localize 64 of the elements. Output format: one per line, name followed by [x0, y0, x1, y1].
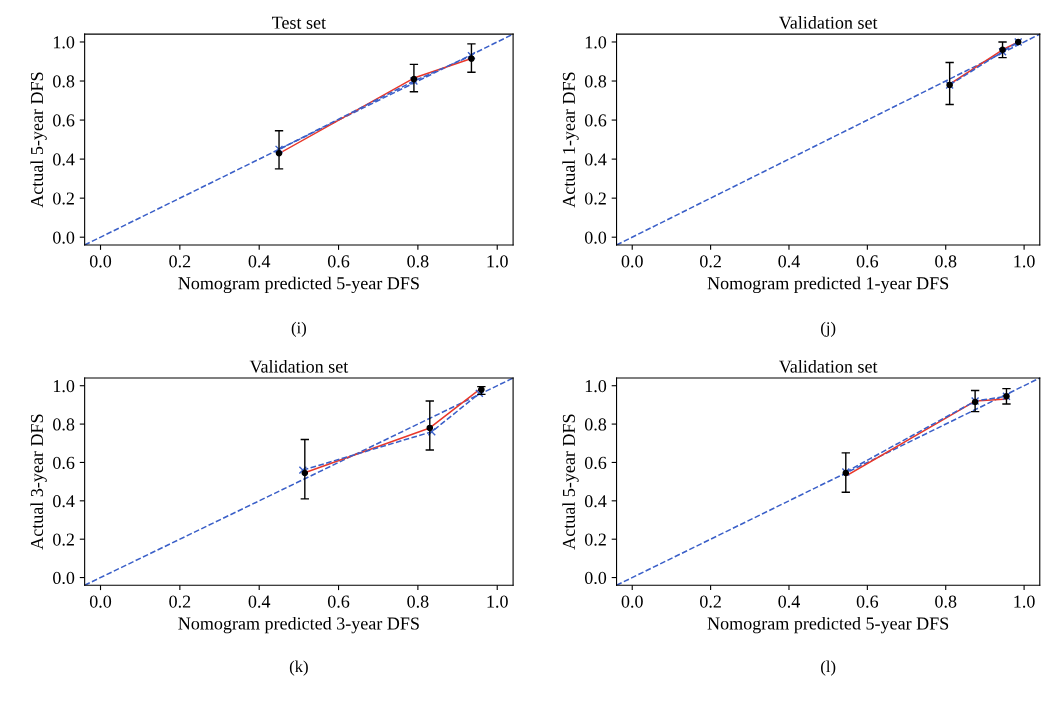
x-tick-label: 0.8: [935, 255, 957, 268]
x-tick-label: 0.0: [621, 255, 643, 268]
y-axis-title: Actual 5-year DFS: [30, 72, 47, 208]
x-tick-label: 0.4: [248, 595, 271, 608]
y-tick-label: 0.8: [53, 418, 75, 431]
y-tick-label: 0.8: [53, 75, 75, 88]
chart-title: Validation set: [249, 359, 349, 373]
text: (k): [289, 660, 308, 676]
x-tick-label: 1.0: [487, 595, 508, 608]
y-tick-label: 0.4: [584, 495, 607, 508]
y-tick-label: 0.8: [584, 418, 607, 431]
text: (j): [821, 321, 836, 337]
x-tick-label: 0.8: [407, 595, 429, 608]
text: (l): [821, 660, 836, 676]
y-axis-title: Actual 3-year DFS: [30, 414, 47, 550]
text: (i): [291, 321, 306, 337]
y-tick-label: 1.0: [585, 36, 607, 49]
y-tick-label: 0.2: [53, 192, 74, 205]
y-axis-title: Actual 1-year DFS: [562, 72, 579, 208]
y-tick-label: 0.4: [53, 153, 75, 166]
y-tick-label: 1.0: [53, 36, 75, 49]
y-tick-label: 1.0: [585, 379, 607, 393]
x-tick-label: 0.0: [89, 255, 112, 268]
y-tick-label: 0.8: [584, 75, 607, 88]
x-tick-label: 0.8: [935, 595, 957, 608]
chart-title: Test set: [272, 16, 326, 29]
x-tick-label: 0.2: [700, 255, 721, 268]
y-tick-label: 0.0: [53, 231, 75, 244]
x-tick-label: 1.0: [1014, 595, 1035, 608]
chart-title: Validation set: [778, 16, 878, 29]
x-tick-label: 0.6: [327, 255, 350, 268]
x-tick-label: 0.2: [169, 255, 191, 268]
x-tick-label: 0.0: [89, 595, 112, 608]
chart-title: Validation set: [778, 359, 878, 373]
x-tick-label: 0.2: [700, 595, 721, 608]
y-tick-label: 0.6: [584, 456, 607, 469]
y-tick-label: 1.0: [53, 379, 75, 393]
x-tick-label: 0.6: [327, 595, 350, 608]
x-tick-label: 1.0: [1014, 255, 1035, 268]
y-tick-label: 0.2: [584, 192, 606, 205]
x-tick-label: 0.6: [856, 595, 879, 608]
x-tick-label: 0.4: [778, 595, 800, 608]
x-tick-label: 0.8: [407, 255, 429, 268]
x-tick-label: 0.0: [621, 595, 643, 608]
y-tick-label: 0.2: [584, 533, 606, 546]
y-tick-label: 0.0: [53, 571, 75, 585]
y-tick-label: 0.6: [53, 114, 75, 127]
y-tick-label: 0.0: [584, 571, 607, 585]
x-tick-label: 0.4: [248, 255, 271, 268]
y-tick-label: 0.0: [584, 231, 607, 244]
y-tick-label: 0.6: [53, 456, 75, 469]
x-axis-title: Nomogram predicted 5-year DFS: [707, 616, 949, 634]
y-tick-label: 0.4: [53, 495, 75, 508]
y-tick-label: 0.6: [584, 114, 607, 127]
x-tick-label: 0.6: [856, 255, 879, 268]
x-tick-label: 0.4: [778, 255, 800, 268]
x-tick-label: 1.0: [487, 255, 508, 268]
x-axis-title: Nomogram predicted 3-year DFS: [178, 616, 419, 634]
x-axis-title: Nomogram predicted 1-year DFS: [707, 276, 949, 294]
x-axis-title: Nomogram predicted 5-year DFS: [178, 276, 419, 294]
y-tick-label: 0.2: [53, 533, 74, 546]
x-tick-label: 0.2: [169, 595, 191, 608]
y-axis-title: Actual 5-year DFS: [562, 414, 579, 550]
y-tick-label: 0.4: [584, 153, 607, 166]
